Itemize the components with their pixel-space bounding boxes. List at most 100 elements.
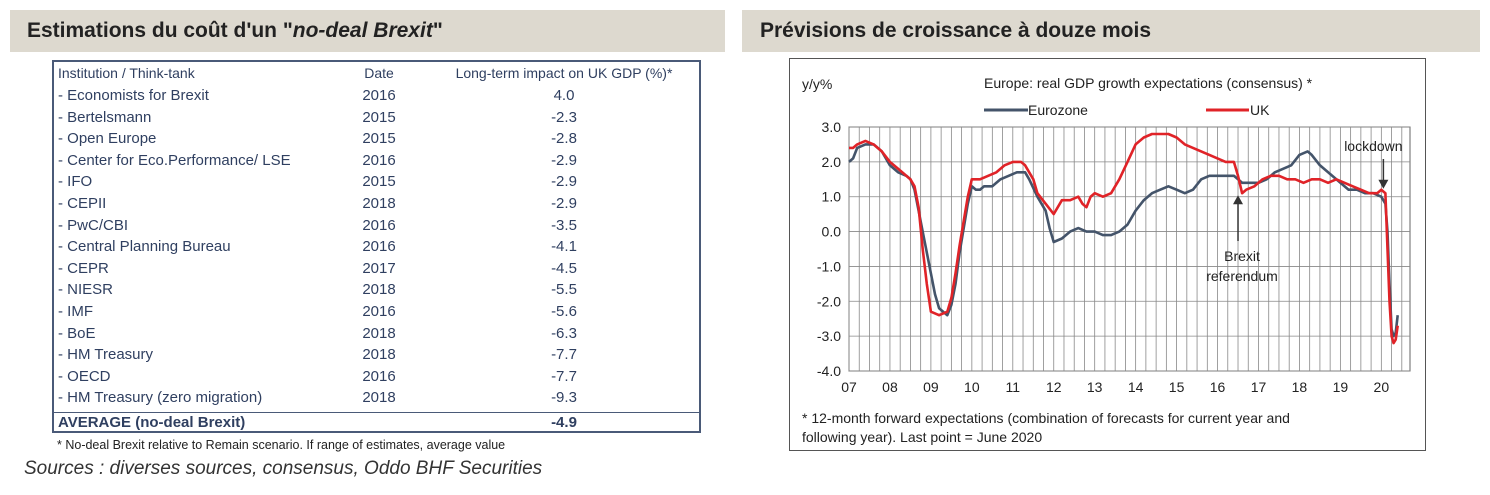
table-row: - CEPII 2018 -2.9	[54, 194, 699, 216]
annotation-referendum: referendum	[1206, 268, 1278, 284]
date-cell: 2015	[362, 108, 396, 126]
x-tick-label: 13	[1087, 379, 1103, 395]
date-cell: 2016	[362, 238, 396, 256]
chart-footnote-line2: following year). Last point = June 2020	[802, 429, 1042, 445]
date-cell: 2016	[362, 216, 396, 234]
date-cell: 2018	[362, 195, 396, 212]
annotation-brexit: Brexit	[1224, 248, 1260, 264]
impact-cell: -4.1	[551, 238, 577, 256]
chart-title: Europe: real GDP growth expectations (co…	[984, 75, 1313, 91]
header-impact: Long-term impact on UK GDP (%)*	[455, 65, 673, 81]
institution-cell: - OECD	[58, 367, 111, 385]
table-footnote: * No-deal Brexit relative to Remain scen…	[57, 438, 506, 452]
table-row: - CEPR 2017 -4.5	[54, 259, 699, 281]
institution-cell: - CEPR	[58, 259, 109, 277]
table-row: - Economists for Brexit 2016 4.0	[54, 86, 699, 108]
date-cell: 2016	[362, 87, 396, 104]
legend-uk-label: UK	[1250, 102, 1270, 118]
y-tick-label: -3.0	[817, 328, 841, 344]
x-tick-label: 14	[1128, 379, 1144, 395]
impact-cell: -4.5	[551, 259, 577, 277]
left-title-suffix: "	[432, 19, 443, 42]
right-title: Prévisions de croissance à douze mois	[760, 19, 1151, 42]
impact-cell: -9.3	[551, 389, 577, 407]
left-title-italic: no-deal Brexit	[292, 19, 433, 42]
impact-cell: -6.3	[551, 324, 577, 342]
x-tick-label: 16	[1210, 379, 1226, 395]
lockdown-arrow-head	[1378, 179, 1389, 189]
table-row: - HM Treasury (zero migration) 2018 -9.3	[54, 388, 699, 410]
date-cell: 2015	[362, 173, 396, 191]
table-row: - Center for Eco.Performance/ LSE 2016 -2.…	[54, 151, 699, 173]
date-cell: 2018	[362, 324, 396, 342]
x-tick-label: 09	[923, 379, 939, 395]
institution-cell: - Open Europe	[58, 130, 157, 148]
institution-cell: - IMF	[58, 303, 93, 320]
y-unit-label: y/y%	[802, 76, 832, 92]
institution-cell: - HM Treasury	[58, 346, 154, 364]
sources-note: Sources : diverses sources, consensus, O…	[24, 458, 543, 479]
date-cell: 2016	[362, 367, 396, 385]
x-tick-label: 07	[841, 379, 857, 395]
date-cell: 2017	[362, 259, 396, 277]
date-cell: 2016	[362, 303, 396, 320]
impact-cell: -7.7	[551, 367, 577, 385]
x-tick-label: 18	[1292, 379, 1308, 395]
date-cell: 2015	[362, 130, 396, 148]
institution-cell: - Central Planning Bureau	[58, 238, 231, 256]
impact-cell: -2.9	[551, 195, 577, 212]
header-institution: Institution / Think-tank	[58, 65, 195, 81]
impact-cell: -2.9	[551, 151, 577, 169]
average-label: AVERAGE (no-deal Brexit)	[58, 414, 246, 431]
left-title-prefix: Estimations du coût d'un "	[27, 19, 293, 42]
legend-eurozone-label: Eurozone	[1028, 102, 1088, 118]
x-tick-label: 10	[964, 379, 980, 395]
plot-frame	[848, 126, 1411, 372]
institution-cell: - HM Treasury (zero migration)	[58, 389, 263, 407]
table-row: - PwC/CBI 2016 -3.5	[54, 216, 699, 238]
institution-cell: - Center for Eco.Performance/ LSE	[58, 151, 291, 169]
impact-cell: -2.9	[551, 173, 577, 191]
impact-cell: -2.3	[551, 108, 577, 126]
table-header: Institution / Think-tank Date Long-term …	[54, 64, 699, 86]
y-tick-label: -1.0	[817, 258, 841, 274]
impact-cell: -5.6	[551, 303, 577, 320]
x-tick-label: 20	[1374, 379, 1390, 395]
growth-chart: y/y% Europe: real GDP growth expectation…	[802, 75, 1411, 445]
annotation-lockdown: lockdown	[1344, 138, 1402, 154]
table-row: - Central Planning Bureau 2016 -4.1	[54, 237, 699, 259]
y-tick-label: 3.0	[822, 119, 842, 135]
y-tick-label: 1.0	[822, 189, 842, 205]
table-row: - HM Treasury 2018 -7.7	[54, 345, 699, 367]
growth-chart-panel: y/y% Europe: real GDP growth expectation…	[789, 58, 1426, 451]
date-cell: 2018	[362, 389, 396, 407]
y-tick-label: -4.0	[817, 363, 841, 379]
impact-cell: -2.8	[551, 130, 577, 148]
x-tick-label: 12	[1046, 379, 1062, 395]
institution-cell: - Bertelsmann	[58, 108, 152, 126]
chart-footnote-line1: * 12-month forward expectations (combina…	[802, 410, 1290, 426]
table-row: - Open Europe 2015 -2.8	[54, 129, 699, 151]
table-row: - IFO 2015 -2.9	[54, 172, 699, 194]
left-title: Estimations du coût d'un "no-deal Brexit…	[27, 19, 443, 43]
x-tick-label: 11	[1006, 379, 1021, 395]
date-cell: 2016	[362, 151, 396, 169]
series-line-eurozone	[848, 143, 1399, 338]
plot-area: 3.0 2.0 1.0 0.0 -1.0 -2.0 -3.0 -4.007 08 09 10 11 12…	[817, 119, 1411, 395]
table-row: - NIESR 2018 -5.5	[54, 280, 699, 302]
table-row: - BoE 2018 -6.3	[54, 324, 699, 346]
date-cell: 2018	[362, 281, 396, 299]
y-tick-label: 0.0	[822, 224, 842, 240]
institution-cell: - PwC/CBI	[58, 216, 129, 234]
brexit-cost-table: Institution / Think-tank Date Long-term …	[52, 60, 701, 433]
x-tick-label: 15	[1169, 379, 1185, 395]
y-tick-label: -2.0	[817, 293, 841, 309]
y-tick-label: 2.0	[822, 154, 842, 170]
institution-cell: - IFO	[58, 173, 93, 191]
series-line-uk	[849, 132, 1399, 345]
date-cell: 2018	[362, 346, 396, 364]
table-row: - IMF 2016 -5.6	[54, 302, 699, 324]
impact-cell: -7.7	[551, 346, 577, 364]
x-tick-label: 19	[1333, 379, 1349, 395]
impact-cell: -3.5	[551, 216, 577, 234]
